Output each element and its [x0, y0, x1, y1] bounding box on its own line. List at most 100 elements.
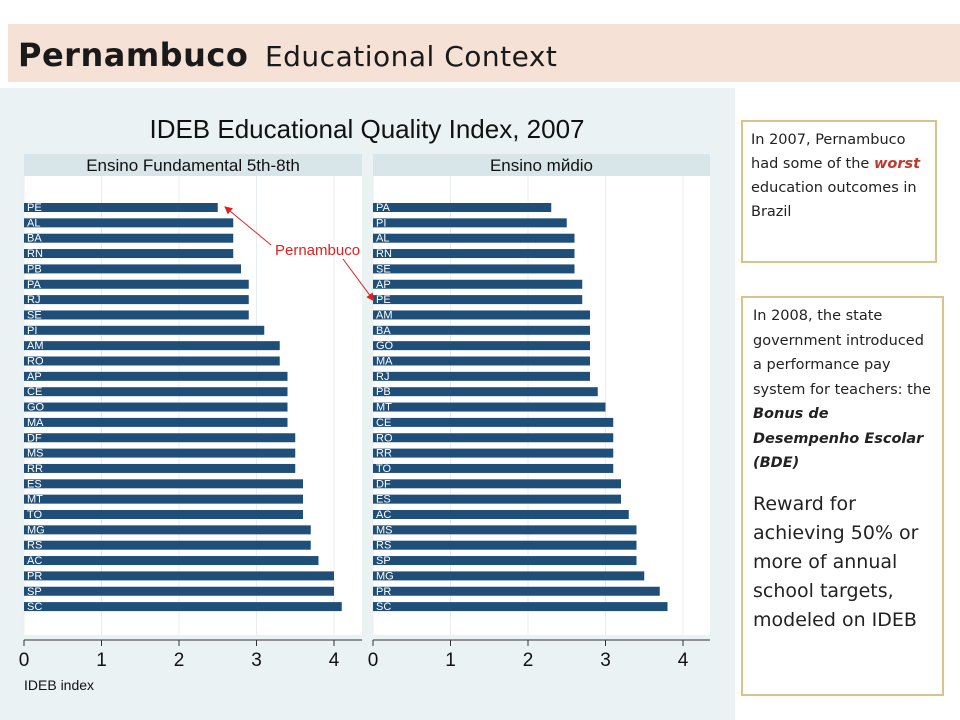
- bar-category-label: PI: [376, 217, 386, 229]
- bar: [24, 417, 288, 427]
- bar-category-label: MG: [27, 524, 45, 536]
- bar: [373, 433, 614, 443]
- bar: [24, 203, 218, 212]
- bar-category-label: RJ: [376, 371, 389, 383]
- bar: [24, 571, 334, 581]
- bar-category-label: MA: [27, 417, 44, 429]
- bar: [24, 387, 288, 397]
- bar: [24, 479, 303, 489]
- bar: [373, 417, 614, 427]
- bar: [373, 402, 606, 412]
- bar-category-label: AM: [27, 340, 44, 352]
- x-tick-label: 0: [368, 650, 379, 671]
- note-2008-text: In 2008, the state government introduced…: [753, 308, 931, 398]
- reward-text: Reward for achieving 50% or more of annu…: [753, 492, 919, 631]
- bar: [24, 356, 280, 366]
- bar-category-label: SP: [27, 586, 42, 598]
- bar: [24, 494, 303, 504]
- bar: [24, 249, 234, 259]
- bar-category-label: MT: [27, 494, 43, 506]
- note-2007-text-end: education outcomes in Brazil: [751, 180, 917, 220]
- bar: [24, 510, 303, 519]
- bar-category-label: RO: [376, 432, 393, 444]
- bar-category-label: AC: [27, 555, 42, 567]
- bar: [24, 602, 342, 612]
- bar-category-label: AC: [376, 509, 391, 521]
- x-tick-label: 4: [678, 650, 689, 671]
- bar: [24, 233, 234, 243]
- bar-category-label: PE: [27, 202, 42, 214]
- note-box-2008: In 2008, the state government introduced…: [741, 296, 944, 696]
- title-bar: [8, 24, 960, 82]
- bar-category-label: DF: [27, 432, 42, 444]
- bar-category-label: RN: [376, 248, 392, 260]
- ideb-chart: IDEB Educational Quality Index, 2007 Ensi…: [19, 114, 710, 693]
- bar-category-label: RR: [376, 448, 392, 460]
- title-rest: Educational Context: [264, 40, 558, 73]
- panel-title: Ensino Fundamental 5th-8th: [86, 156, 300, 175]
- bar: [373, 295, 583, 305]
- bar-category-label: SC: [376, 601, 391, 613]
- bar-category-label: ES: [27, 478, 42, 490]
- x-tick-label: 3: [600, 650, 611, 671]
- panel-header-bg: [24, 154, 362, 176]
- x-tick-label: 1: [445, 650, 456, 671]
- bar-category-label: BA: [27, 233, 42, 245]
- x-tick-label: 4: [329, 650, 340, 671]
- note-box-2007: In 2007, Pernambuco had some of the wors…: [741, 120, 937, 263]
- bar-category-label: AP: [27, 371, 42, 383]
- slide-title: Pernambuco Educational Context: [18, 36, 557, 74]
- bar: [24, 371, 288, 381]
- bar: [373, 586, 660, 596]
- bar-category-label: RS: [376, 540, 391, 552]
- bar-category-label: PI: [27, 325, 37, 337]
- bar-category-label: SE: [27, 309, 42, 321]
- bar: [24, 402, 288, 412]
- bar-category-label: PB: [27, 263, 42, 275]
- bar: [373, 387, 598, 397]
- note-2007-text: In 2007, Pernambuco had some of the: [751, 132, 906, 172]
- bar: [24, 325, 265, 335]
- chart-title: IDEB Educational Quality Index, 2007: [149, 114, 584, 144]
- x-tick-label: 3: [251, 650, 262, 671]
- bar-category-label: MA: [376, 356, 393, 368]
- note-2008-emphasis: Bonus de Desempenho Escolar (BDE): [753, 406, 924, 471]
- bar: [373, 264, 575, 274]
- bar: [24, 310, 249, 320]
- bar: [373, 341, 590, 351]
- bar: [24, 295, 249, 305]
- bar: [24, 264, 241, 274]
- bar: [373, 249, 575, 259]
- bar-category-label: MS: [376, 524, 393, 536]
- bar: [24, 448, 296, 458]
- bar-category-label: MT: [376, 402, 392, 414]
- bar-category-label: PR: [27, 570, 42, 582]
- bar: [373, 540, 637, 550]
- bar: [373, 525, 637, 535]
- annotation-label: Pernambuco: [275, 242, 360, 259]
- x-axis-label: IDEB index: [24, 677, 94, 693]
- x-tick-label: 0: [19, 650, 30, 671]
- bar: [24, 218, 234, 228]
- bar: [373, 279, 583, 289]
- x-tick-label: 1: [96, 650, 107, 671]
- bar: [373, 556, 637, 566]
- bar: [373, 203, 552, 212]
- bar-category-label: PE: [376, 294, 391, 306]
- bar: [24, 279, 249, 289]
- bar: [373, 233, 575, 243]
- x-tick-label: 2: [174, 650, 185, 671]
- bar-category-label: CE: [376, 417, 391, 429]
- bar: [373, 218, 567, 228]
- bar-category-label: RS: [27, 540, 42, 552]
- panel-title: Ensino mйdio: [490, 156, 593, 175]
- bar-category-label: RR: [27, 463, 43, 475]
- bar: [24, 433, 296, 443]
- bar-category-label: PA: [27, 279, 42, 291]
- bar-category-label: AL: [376, 233, 389, 245]
- bar: [373, 463, 614, 473]
- bar-category-label: TO: [376, 463, 392, 475]
- bar: [373, 571, 645, 581]
- bar-category-label: PR: [376, 586, 391, 598]
- bar-category-label: PB: [376, 386, 391, 398]
